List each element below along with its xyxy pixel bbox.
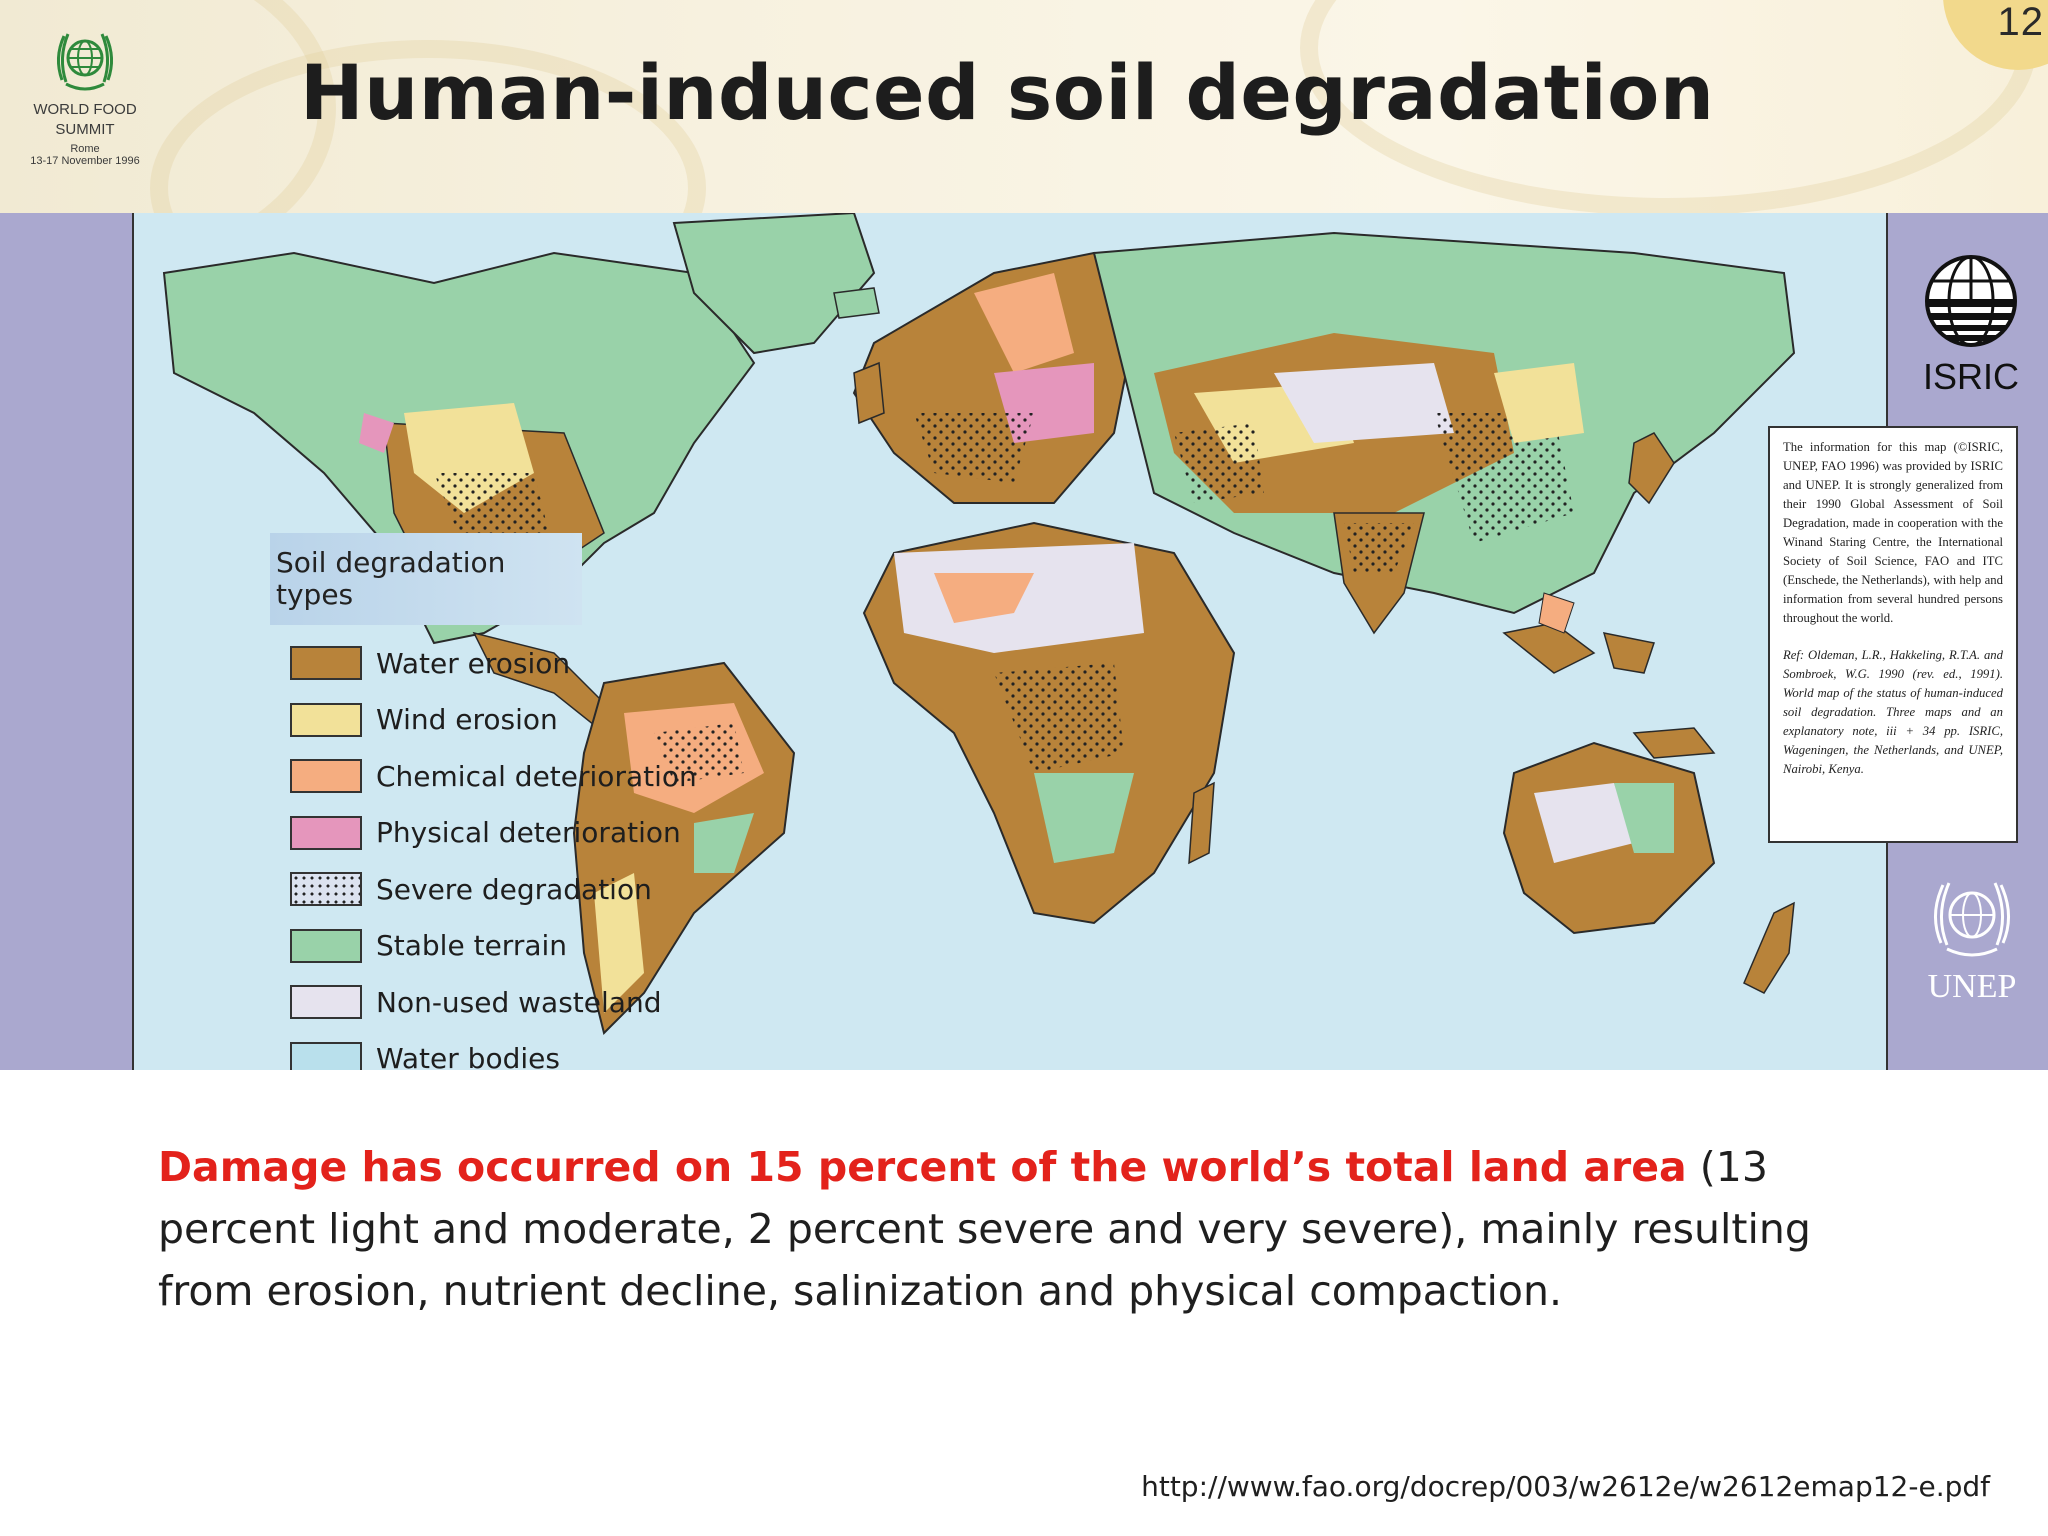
british-isles bbox=[853, 361, 885, 425]
legend-item: Stable terrain bbox=[290, 918, 697, 975]
new-zealand-landmass bbox=[1743, 901, 1795, 994]
isric-globe-icon bbox=[1925, 255, 2017, 347]
greenland-landmass bbox=[672, 213, 876, 355]
world-food-summit-logo: WORLD FOOD SUMMIT Rome 13-17 November 19… bbox=[10, 20, 160, 167]
legend-swatch bbox=[290, 928, 362, 963]
unep-laurel-globe-icon bbox=[1934, 882, 2010, 957]
slide-caption: Damage has occurred on 15 percent of the… bbox=[158, 1136, 1878, 1322]
legend-item: Non-used wasteland bbox=[290, 974, 697, 1031]
legend-swatch bbox=[290, 759, 362, 794]
logo-org-line1: WORLD FOOD bbox=[33, 101, 137, 118]
legend-swatch bbox=[290, 646, 362, 681]
legend-swatch bbox=[290, 1041, 362, 1070]
japan-landmass bbox=[1628, 432, 1675, 505]
slide-header: 12 WORLD FOOD SUMMIT Rome 13-17 November… bbox=[0, 0, 2048, 213]
isric-label: ISRIC bbox=[1922, 356, 2019, 397]
page-title: Human-induced soil degradation bbox=[300, 48, 1715, 137]
legend-label: Non-used wasteland bbox=[376, 985, 662, 1019]
world-map-graphic bbox=[162, 213, 1796, 1035]
legend-label: Severe degradation bbox=[376, 872, 652, 906]
legend-item: Water bodies bbox=[290, 1031, 697, 1070]
iceland bbox=[833, 287, 880, 319]
legend-swatch bbox=[290, 985, 362, 1020]
page-number: 12 bbox=[1997, 0, 2044, 44]
legend-label: Wind erosion bbox=[376, 703, 558, 737]
world-map: Soil degradation types Water erosion Wind… bbox=[132, 213, 1888, 1070]
unep-label: UNEP bbox=[1927, 968, 2017, 1005]
unep-logo: UNEP bbox=[1912, 873, 2032, 1006]
info-text: The information for this map (©ISRIC, UN… bbox=[1783, 440, 2003, 625]
legend-item: Physical deterioration bbox=[290, 805, 697, 862]
legend-label: Physical deterioration bbox=[376, 816, 681, 850]
legend-label: Water bodies bbox=[376, 1042, 560, 1070]
legend-label: Chemical deterioration bbox=[376, 759, 697, 793]
logo-org-line2: SUMMIT bbox=[55, 121, 115, 138]
legend-swatch bbox=[290, 872, 362, 907]
logo-dates: 13-17 November 1996 bbox=[30, 155, 140, 167]
legend-item: Wind erosion bbox=[290, 692, 697, 749]
caption-highlight: Damage has occurred on 15 percent of the… bbox=[158, 1143, 1687, 1191]
legend-swatch bbox=[290, 702, 362, 737]
southeast-asia-islands bbox=[1502, 622, 1716, 759]
legend-item: Severe degradation bbox=[290, 861, 697, 918]
map-info-box: The information for this map (©ISRIC, UN… bbox=[1768, 426, 2018, 843]
legend-heading: Soil degradation types bbox=[270, 533, 582, 625]
madagascar-landmass bbox=[1188, 781, 1215, 865]
caption-text: (13 percent light and moderate, 2 percen… bbox=[158, 1143, 1811, 1315]
legend-list: Water erosion Wind erosion Chemical deteri… bbox=[290, 635, 697, 1070]
map-panel: Soil degradation types Water erosion Wind… bbox=[0, 213, 2048, 1070]
info-reference: Ref: Oldeman, L.R., Hakkeling, R.T.A. an… bbox=[1783, 648, 2003, 776]
isric-logo: ISRIC bbox=[1916, 253, 2026, 398]
logo-city: Rome bbox=[70, 143, 100, 155]
legend-label: Stable terrain bbox=[376, 929, 568, 963]
legend-item: Water erosion bbox=[290, 635, 697, 692]
legend-item: Chemical deterioration bbox=[290, 748, 697, 805]
legend-swatch bbox=[290, 815, 362, 850]
source-link[interactable]: http://www.fao.org/docrep/003/w2612e/w26… bbox=[1141, 1470, 1990, 1503]
map-legend: Soil degradation types Water erosion Wind… bbox=[270, 533, 697, 1070]
legend-label: Water erosion bbox=[376, 646, 571, 680]
world-food-summit-globe-icon bbox=[57, 33, 113, 91]
